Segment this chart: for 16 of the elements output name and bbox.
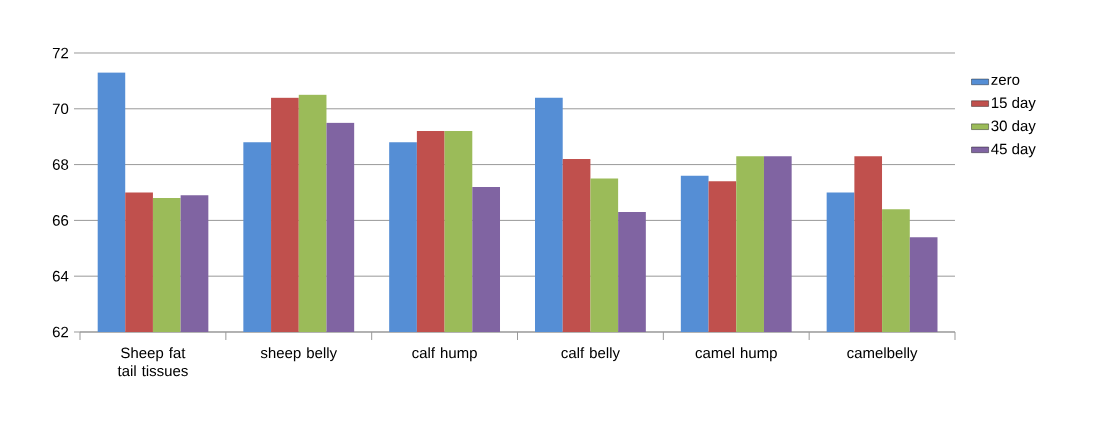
y-tick-label: 62 xyxy=(52,326,69,338)
legend-label: zero xyxy=(991,76,1020,85)
y-tick-label: 66 xyxy=(52,215,69,226)
y-tick-label: 64 xyxy=(52,270,69,282)
legend-label: 30 day xyxy=(991,120,1036,135)
x-tick-label: calf belly xyxy=(561,347,620,362)
y-tick-label: 68 xyxy=(52,159,69,170)
x-tick-label: calf hump xyxy=(412,347,477,362)
x-tick-label: sheep belly xyxy=(260,347,338,362)
y-tick-label: 72 xyxy=(52,47,69,59)
legend-label: 15 day xyxy=(991,97,1036,112)
legend-label: 45 day xyxy=(991,143,1036,158)
y-tick-label: 70 xyxy=(52,103,69,115)
x-tick-label: Sheep fat tail tissues xyxy=(117,347,188,377)
x-tick-label: camelbelly xyxy=(847,347,918,362)
x-tick-label: camel hump xyxy=(695,347,777,362)
